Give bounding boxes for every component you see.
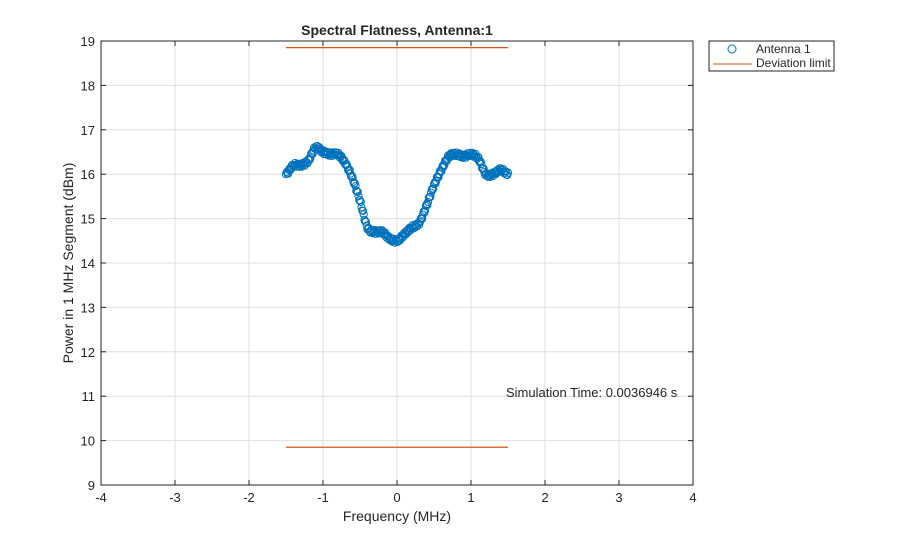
grid-lines [100,40,694,486]
antenna-1-point [339,155,348,164]
antenna-1-point [428,185,437,194]
y-tick-label: 12 [81,345,95,360]
antenna-1-point [351,182,360,191]
y-tick-label: 19 [81,34,95,49]
antenna-1-point [347,171,356,181]
antenna-1-point [477,159,486,169]
y-tick-label: 15 [81,212,95,227]
x-axis-label: Frequency (MHz) [343,508,451,524]
antenna-1-point [357,203,366,212]
x-tick-label: 4 [689,490,696,505]
y-tick-label: 13 [81,300,95,315]
antenna-1-point [421,206,430,215]
antenna-1-point [356,197,365,206]
antenna-1-point [418,210,427,219]
y-tick-label: 11 [82,389,96,404]
antenna-1-point [350,179,359,188]
antenna-1-point [419,207,428,216]
antenna-1-point [306,153,315,162]
legend-label-deviation-limit: Deviation limit [756,56,831,70]
y-tick-label: 9 [88,478,95,493]
x-tick-label: -3 [169,490,181,505]
antenna-1-point [437,167,446,176]
x-tick-label: 0 [393,490,400,505]
y-tick-label: 14 [81,256,95,271]
antenna-1-point [492,169,501,178]
legend-marker-antenna-1 [727,44,737,54]
antenna-1-point [352,186,361,195]
antenna-1-point [358,206,368,215]
x-tick-label: -2 [243,490,255,505]
antenna-1-point [474,153,483,162]
data-series [281,47,513,448]
legend: Antenna 1 Deviation limit [708,40,835,72]
x-tick-label: -4 [95,490,107,505]
antenna-1-point [479,164,488,173]
x-tick-label: 3 [615,490,622,505]
x-tick-label: -1 [317,490,329,505]
y-tick-label: 10 [81,434,95,449]
chart-title: Spectral Flatness, Antenna:1 [301,22,493,38]
antenna-1-point [426,192,435,202]
y-tick-label: 17 [81,123,95,138]
legend-label-antenna-1: Antenna 1 [756,42,811,56]
x-tick-label: 2 [541,490,548,505]
simulation-time-annotation: Simulation Time: 0.0036946 s [506,385,678,400]
antenna-1-point [429,184,438,193]
x-tick-label: 1 [467,490,474,505]
antenna-1-point [475,158,484,167]
antenna-1-point [354,192,363,201]
y-tick-label: 16 [81,167,95,182]
y-tick-label: 18 [81,78,95,93]
antenna-1-point [308,149,317,158]
antenna-1-point [503,168,513,177]
antenna-1-point [423,197,433,207]
antenna-1-point [435,169,444,179]
y-axis-label: Power in 1 MHz Segment (dBm) [60,163,76,364]
antenna-1-point [353,187,362,196]
